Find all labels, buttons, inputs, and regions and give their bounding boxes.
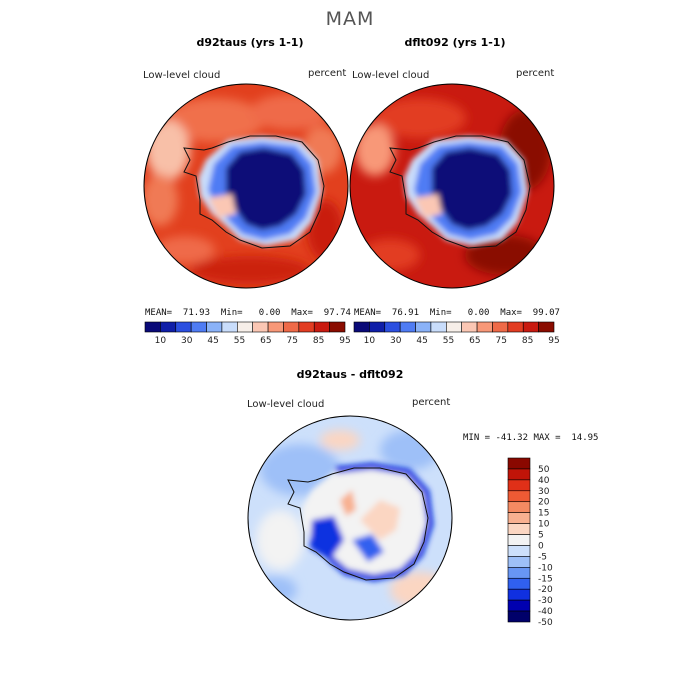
- left-colorbar-swatch: [206, 321, 223, 333]
- diff-colorbar-swatch: [507, 588, 531, 601]
- right-colorbar-tick-label: 10: [364, 336, 376, 346]
- right-colorbar-tick-label: 95: [548, 336, 559, 346]
- right-map-border: [349, 83, 555, 289]
- diff-colorbar-swatch: [507, 545, 531, 557]
- left-variable-label: Low-level cloud: [143, 70, 221, 81]
- right-colorbar-tick-label: 45: [416, 336, 427, 346]
- right-colorbar-swatch: [476, 321, 493, 333]
- right-colorbar-tick-label: 75: [496, 336, 507, 346]
- diff-map: [248, 416, 452, 620]
- left-stats: MEAN= 71.93 Min= 0.00 Max= 97.74: [145, 308, 351, 318]
- diff-colorbar-tick-label: -20: [538, 585, 553, 595]
- right-panel-title: dflt092 (yrs 1-1): [404, 36, 506, 49]
- right-colorbar-swatch: [384, 321, 401, 333]
- diff-colorbar-swatch: [507, 534, 531, 546]
- left-colorbar-swatch: [237, 321, 253, 333]
- right-colorbar-swatch: [369, 321, 386, 333]
- diff-colorbar-tick-label: -10: [538, 563, 553, 573]
- diff-colorbar-tick-label: -15: [538, 574, 553, 584]
- diff-colorbar-swatch: [507, 501, 531, 513]
- diff-colorbar-tick-label: 15: [538, 509, 549, 519]
- diff-colorbar-tick-label: 50: [538, 465, 550, 475]
- left-colorbar-swatch: [190, 321, 207, 333]
- right-colorbar-swatch: [492, 321, 509, 333]
- left-panel-title: d92taus (yrs 1-1): [196, 36, 304, 49]
- diff-colorbar-swatch: [507, 490, 531, 503]
- right-colorbar-swatch: [461, 321, 478, 333]
- left-map: [144, 84, 348, 288]
- left-colorbar-tick-label: 65: [260, 336, 271, 346]
- diff-variable-label: Low-level cloud: [247, 399, 325, 410]
- right-map: [350, 84, 554, 288]
- diff-colorbar-tick-label: -30: [538, 596, 553, 606]
- left-map-border: [143, 83, 349, 289]
- diff-units-label: percent: [412, 397, 451, 408]
- left-colorbar-swatch: [160, 321, 177, 333]
- right-colorbar-swatch: [430, 321, 447, 333]
- diff-colorbar-swatch: [507, 512, 531, 524]
- diff-colorbar-tick-label: 10: [538, 520, 550, 530]
- right-stats: MEAN= 76.91 Min= 0.00 Max= 99.07: [354, 308, 560, 318]
- diff-colorbar-tick-label: -50: [538, 618, 553, 628]
- diff-colorbar-swatch: [507, 567, 531, 579]
- left-colorbar-swatch: [252, 321, 269, 333]
- diff-colorbar-tick-label: 0: [538, 541, 544, 551]
- diff-colorbar-swatch: [507, 457, 531, 470]
- right-colorbar-swatch: [353, 321, 370, 333]
- left-colorbar-tick-label: 75: [287, 336, 298, 346]
- right-colorbar-swatch: [415, 321, 432, 333]
- diff-colorbar-swatch: [507, 577, 531, 590]
- diff-map-border: [247, 415, 453, 621]
- figure-title: MAM: [325, 8, 375, 30]
- diff-colorbar-tick-label: 40: [538, 476, 550, 486]
- left-colorbar-swatch: [298, 321, 315, 333]
- right-colorbar-tick-label: 85: [522, 336, 533, 346]
- diff-colorbar-tick-label: -40: [538, 607, 553, 617]
- diff-colorbar-swatch: [507, 479, 531, 492]
- left-colorbar: 10 30 45 55 65 75 85 95: [144, 321, 351, 346]
- diff-colorbar-swatch: [507, 468, 531, 481]
- left-colorbar-swatch: [221, 321, 238, 333]
- diff-colorbar-swatch: [507, 610, 531, 623]
- diff-colorbar-tick-label: 20: [538, 498, 550, 508]
- left-colorbar-swatch: [313, 321, 330, 333]
- right-units-label: percent: [516, 68, 555, 79]
- diff-panel-title: d92taus - dflt092: [296, 368, 404, 381]
- right-colorbar-tick-label: 30: [390, 336, 402, 346]
- left-colorbar-tick-label: 85: [313, 336, 324, 346]
- right-colorbar-swatch: [522, 321, 539, 333]
- diff-colorbar-swatch: [507, 556, 531, 568]
- right-colorbar-swatch: [399, 321, 416, 333]
- left-colorbar-swatch: [283, 321, 300, 333]
- left-colorbar-tick-label: 10: [155, 336, 167, 346]
- left-colorbar-tick-label: 55: [234, 336, 245, 346]
- right-colorbar-swatch: [446, 321, 462, 333]
- right-variable-label: Low-level cloud: [352, 70, 430, 81]
- diff-colorbar-swatch: [507, 523, 531, 535]
- right-colorbar-swatch: [538, 321, 555, 333]
- diff-colorbar-tick-label: -5: [538, 552, 547, 562]
- left-colorbar-tick-label: 30: [181, 336, 193, 346]
- diff-colorbar-swatch: [507, 599, 531, 612]
- left-colorbar-tick-label: 95: [339, 336, 350, 346]
- left-units-label: percent: [308, 68, 347, 79]
- left-colorbar-swatch: [329, 321, 346, 333]
- left-colorbar-swatch: [144, 321, 161, 333]
- left-colorbar-tick-label: 45: [207, 336, 218, 346]
- left-colorbar-swatch: [267, 321, 284, 333]
- diff-colorbar-tick-label: 5: [538, 531, 544, 541]
- right-colorbar-swatch: [507, 321, 524, 333]
- diff-colorbar-tick-label: 30: [538, 487, 550, 497]
- diff-stats: MIN = -41.32 MAX = 14.95: [463, 433, 599, 443]
- right-colorbar: 10 30 45 55 65 75 85 95: [353, 321, 560, 346]
- right-colorbar-tick-label: 55: [443, 336, 454, 346]
- left-colorbar-swatch: [175, 321, 192, 333]
- right-colorbar-tick-label: 65: [469, 336, 480, 346]
